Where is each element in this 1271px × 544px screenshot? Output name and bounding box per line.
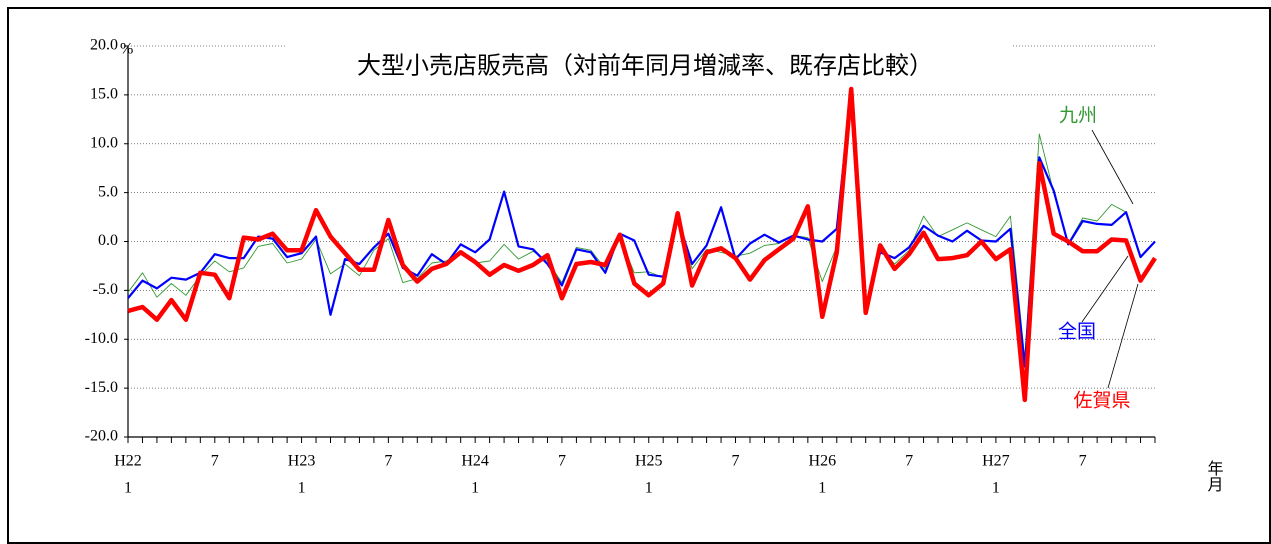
x-tick-label: 7 <box>211 453 219 470</box>
x-tick-sublabel: 1 <box>124 480 132 497</box>
series-line <box>127 94 1156 360</box>
leader-line <box>1091 129 1134 205</box>
x-tick-label: 7 <box>732 453 740 470</box>
x-axis-label: 年月 <box>1205 460 1224 493</box>
y-tick-label: 20.0 <box>90 37 118 54</box>
y-tick-label: 10.0 <box>90 134 118 151</box>
x-tick-label: H22 <box>114 453 142 470</box>
x-tick-label: H25 <box>635 453 663 470</box>
chart-title: 大型小売店販売高（対前年同月増減率、既存店比較） <box>357 53 933 80</box>
x-tick-sublabel: 1 <box>298 480 306 497</box>
title-background <box>286 40 1012 90</box>
legend-label: 佐賀県 <box>1073 389 1130 411</box>
leader-line <box>1081 255 1129 323</box>
y-tick-label: -15.0 <box>85 379 118 396</box>
frame <box>7 7 1271 544</box>
y-unit: % <box>120 41 133 58</box>
legend-label: 全国 <box>1058 320 1096 342</box>
x-tick-sublabel: 1 <box>818 480 826 497</box>
x-tick-label: H23 <box>288 453 316 470</box>
x-tick-label: 7 <box>558 453 566 470</box>
x-tick-label: 7 <box>905 453 913 470</box>
x-tick-sublabel: 1 <box>645 480 653 497</box>
x-tick-sublabel: 1 <box>992 480 1000 497</box>
y-tick-label: -20.0 <box>85 428 118 445</box>
x-tick-label: H26 <box>809 453 837 470</box>
y-tick-label: 15.0 <box>90 86 118 103</box>
x-tick-sublabel: 1 <box>471 480 479 497</box>
x-tick-label: 7 <box>384 453 392 470</box>
x-tick-label: 7 <box>1079 453 1087 470</box>
x-tick-label: H24 <box>461 453 489 470</box>
y-tick-label: 5.0 <box>98 183 118 200</box>
y-tick-label: -10.0 <box>85 330 118 347</box>
series-line <box>127 86 1157 403</box>
series-line <box>127 88 1156 368</box>
x-tick-label: H27 <box>982 453 1010 470</box>
y-tick-label: -5.0 <box>93 281 118 298</box>
legend-label: 九州 <box>1059 104 1097 126</box>
leader-line <box>1107 283 1139 389</box>
y-tick-label: 0.0 <box>98 232 118 249</box>
